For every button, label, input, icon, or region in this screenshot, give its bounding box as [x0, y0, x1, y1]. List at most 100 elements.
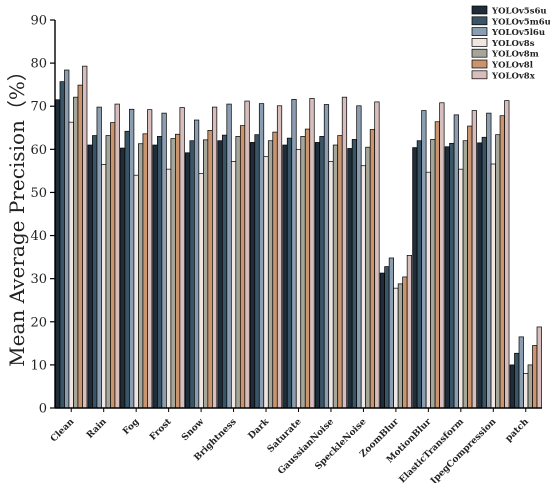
bar-YOLOv8s-Rain — [101, 164, 107, 409]
bar-YOLOv5m6u-Brightness — [221, 134, 228, 409]
bar-YOLOv5m6u-GaussianNoise — [319, 136, 325, 409]
y-tick-label-0: 0 — [39, 402, 47, 417]
bar-YOLOv8l-Clean — [77, 84, 83, 409]
bar-YOLOv8l-MotionBlur — [434, 121, 440, 409]
y-tick-label-50: 50 — [30, 186, 47, 201]
bar-YOLOv5m6u-ElasticTransform — [449, 142, 455, 409]
bar-YOLOv8l-Rain — [110, 122, 116, 409]
bar-YOLOv8x-SpeckleNoise — [374, 101, 380, 409]
bar-YOLOv5m6u-MotionBlur — [416, 140, 422, 409]
legend-swatch-YOLOv5l6u — [471, 27, 488, 36]
legend-swatch-YOLOv8l — [471, 59, 488, 69]
bar-YOLOv8s-JpegCompression — [490, 163, 496, 409]
bar-YOLOv8s-SpeckleNoise — [360, 165, 367, 409]
y-tick-label-20: 20 — [30, 315, 47, 330]
bar-YOLOv8x-JpegCompression — [504, 100, 510, 409]
x-tick-label-patch: patch — [504, 417, 531, 444]
legend-label-YOLOv5s6u: YOLOv5s6u — [491, 7, 547, 17]
bar-YOLOv5m6u-ZoomBlur — [384, 266, 390, 409]
bar-YOLOv5l6u-SpeckleNoise — [356, 105, 362, 409]
bar-YOLOv8s-Dark — [263, 156, 269, 409]
legend-swatch-YOLOv8s — [471, 38, 488, 47]
bar-YOLOv8l-Fog — [142, 133, 148, 409]
bar-YOLOv8l-SpeckleNoise — [369, 129, 376, 409]
x-tick-label-Fog: Fog — [121, 417, 141, 437]
bar-YOLOv5l6u-Dark — [258, 103, 265, 409]
bar-YOLOv5s6u-Saturate — [282, 144, 288, 409]
y-tick-label-80: 80 — [30, 57, 47, 72]
bar-YOLOv5m6u-Rain — [92, 135, 98, 409]
bar-YOLOv8x-Snow — [212, 106, 218, 409]
bar-YOLOv8s-GaussianNoise — [328, 161, 334, 409]
bar-YOLOv8m-GaussianNoise — [332, 144, 339, 409]
bar-YOLOv8m-Brightness — [235, 136, 241, 409]
bar-YOLOv8x-patch — [536, 326, 542, 409]
x-tick-label-ElasticTransform: ElasticTransform — [398, 417, 467, 483]
bar-YOLOv5l6u-Saturate — [291, 98, 297, 409]
bar-YOLOv8x-Rain — [114, 103, 120, 409]
bar-YOLOv5l6u-patch — [518, 336, 524, 409]
legend-swatch-YOLOv8x — [471, 70, 488, 80]
bar-YOLOv5s6u-ZoomBlur — [379, 272, 385, 409]
bar-YOLOv5m6u-Dark — [254, 134, 260, 409]
bar-YOLOv8l-ZoomBlur — [402, 276, 408, 409]
bar-YOLOv8l-patch — [532, 345, 538, 409]
legend-swatch-YOLOv5s6u — [471, 5, 488, 15]
legend-swatch-YOLOv5m6u — [471, 16, 488, 26]
bar-YOLOv5m6u-Frost — [157, 136, 163, 409]
bar-YOLOv8m-Fog — [138, 143, 144, 409]
bar-YOLOv5s6u-Rain — [87, 144, 93, 409]
bar-YOLOv5l6u-GaussianNoise — [323, 104, 330, 409]
bar-YOLOv8m-Rain — [105, 135, 111, 409]
bar-YOLOv5s6u-Dark — [249, 142, 256, 409]
bar-YOLOv8s-Fog — [133, 174, 139, 409]
bar-YOLOv8x-ZoomBlur — [406, 255, 412, 409]
bar-YOLOv8x-ElasticTransform — [471, 110, 477, 409]
legend-label-YOLOv8m: YOLOv8m — [491, 50, 539, 60]
bar-YOLOv8l-Brightness — [239, 125, 246, 409]
bar-YOLOv5s6u-Fog — [120, 147, 126, 409]
legend-label-YOLOv8s: YOLOv8s — [491, 39, 535, 49]
legend-label-YOLOv5l6u: YOLOv5l6u — [491, 28, 545, 38]
bar-YOLOv5l6u-Clean — [64, 69, 70, 409]
legend-swatch-YOLOv8m — [471, 48, 488, 58]
bar-YOLOv8s-patch — [523, 373, 529, 409]
x-tick-label-Dark: Dark — [247, 417, 272, 442]
bar-YOLOv5m6u-Fog — [124, 130, 130, 409]
axes-layer — [50, 19, 542, 412]
bar-YOLOv8l-Frost — [175, 133, 181, 409]
bar-YOLOv8s-Clean — [68, 121, 74, 409]
bar-YOLOv8m-ZoomBlur — [397, 283, 403, 409]
bar-YOLOv5l6u-Rain — [96, 106, 102, 409]
y-tick-label-40: 40 — [30, 229, 47, 244]
bar-YOLOv8x-Frost — [179, 107, 185, 409]
bar-YOLOv5s6u-SpeckleNoise — [347, 148, 353, 409]
bar-YOLOv5s6u-GaussianNoise — [314, 142, 321, 409]
legend: YOLOv5s6uYOLOv5m6uYOLOv5l6uYOLOv8sYOLOv8… — [471, 5, 550, 81]
bar-YOLOv5m6u-patch — [514, 352, 520, 409]
bar-YOLOv5s6u-Snow — [185, 152, 191, 409]
bar-YOLOv5s6u-Clean — [55, 99, 61, 409]
bar-YOLOv5s6u-JpegCompression — [477, 142, 483, 409]
bar-YOLOv8m-MotionBlur — [430, 139, 436, 409]
y-axis-title: Mean Average Precision（%） — [5, 61, 29, 367]
bar-YOLOv8x-Dark — [276, 105, 283, 409]
bar-YOLOv8m-Clean — [73, 96, 79, 409]
bar-YOLOv8s-Saturate — [295, 148, 302, 409]
bar-YOLOv5m6u-Saturate — [286, 137, 293, 409]
bar-YOLOv5m6u-SpeckleNoise — [351, 139, 358, 409]
bar-YOLOv5l6u-ZoomBlur — [388, 257, 394, 409]
bar-YOLOv8s-Frost — [166, 168, 172, 409]
bar-YOLOv5m6u-Clean — [59, 81, 65, 409]
bar-YOLOv8x-Clean — [82, 65, 88, 409]
bar-YOLOv8m-Saturate — [300, 136, 306, 409]
bar-YOLOv5l6u-Snow — [194, 119, 200, 409]
bar-YOLOv5l6u-ElasticTransform — [453, 114, 459, 409]
bar-YOLOv8s-ZoomBlur — [393, 287, 399, 409]
bar-YOLOv5m6u-JpegCompression — [481, 136, 487, 409]
x-tick-label-Rain: Rain — [85, 417, 109, 441]
bar-YOLOv5l6u-Frost — [161, 112, 167, 409]
bar-YOLOv8l-ElasticTransform — [467, 125, 473, 409]
bar-YOLOv8m-patch — [527, 364, 533, 409]
